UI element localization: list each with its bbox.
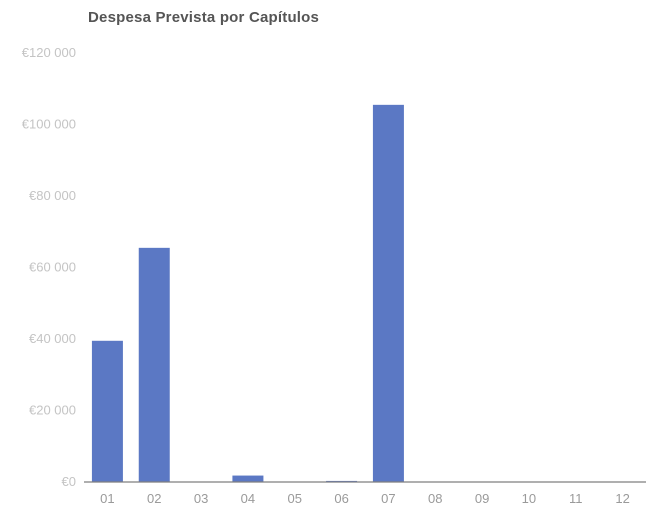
chart-title: Despesa Prevista por Capítulos: [88, 9, 320, 26]
x-tick-label: 11: [569, 491, 583, 506]
x-tick-label: 02: [147, 491, 161, 506]
y-tick-label: €80 000: [29, 188, 76, 203]
x-tick-label: 04: [241, 491, 255, 506]
x-tick-label: 09: [475, 491, 489, 506]
bar-02[interactable]: [138, 247, 170, 482]
bar-01[interactable]: [91, 340, 123, 482]
x-tick-label: 12: [615, 491, 629, 506]
y-tick-label: €60 000: [29, 260, 76, 275]
y-tick-label: €20 000: [29, 403, 76, 418]
x-tick-label: 10: [522, 491, 536, 506]
y-tick-label: €40 000: [29, 331, 76, 346]
x-tick-label: 07: [381, 491, 395, 506]
x-tick-label: 06: [334, 491, 348, 506]
bar-07[interactable]: [372, 104, 404, 483]
y-tick-label: €0: [62, 474, 76, 489]
bar-04[interactable]: [232, 475, 264, 482]
x-tick-label: 01: [100, 491, 114, 506]
x-tick-label: 08: [428, 491, 442, 506]
x-tick-label: 03: [194, 491, 208, 506]
x-tick-label: 05: [288, 491, 302, 506]
y-tick-label: €100 000: [22, 117, 76, 132]
y-tick-label: €120 000: [22, 45, 76, 60]
